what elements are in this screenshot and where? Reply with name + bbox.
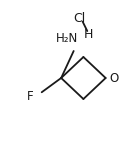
- Text: H₂N: H₂N: [56, 32, 78, 45]
- Text: H: H: [84, 28, 93, 41]
- Text: F: F: [27, 90, 33, 103]
- Text: O: O: [109, 72, 118, 84]
- Text: Cl: Cl: [73, 12, 85, 24]
